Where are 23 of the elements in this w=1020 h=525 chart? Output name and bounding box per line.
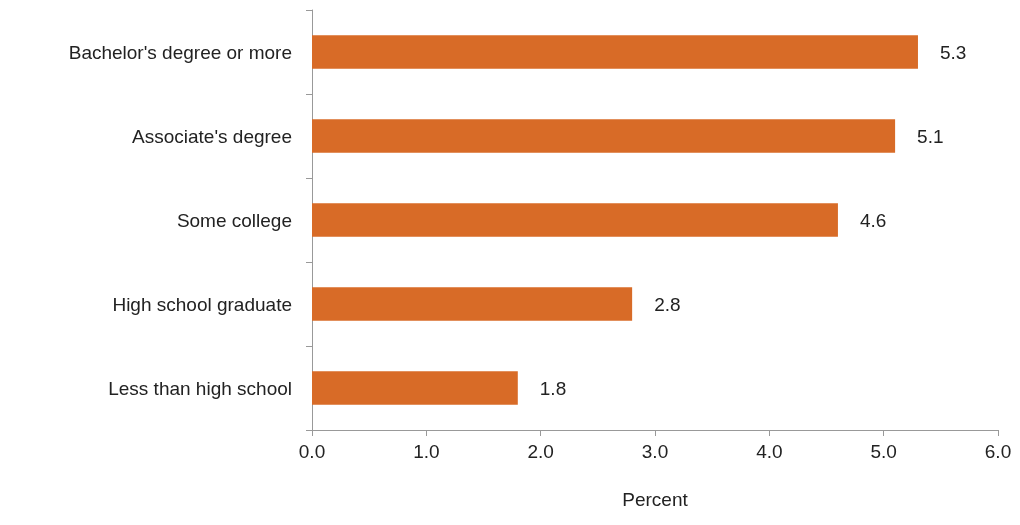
- y-tick-label: Less than high school: [108, 377, 292, 399]
- data-label: 1.8: [539, 377, 567, 399]
- y-tick-label: Some college: [176, 209, 292, 231]
- y-tick-label: Associate's degree: [132, 125, 292, 147]
- bar: [312, 35, 918, 69]
- bar: [312, 119, 896, 153]
- x-tick-label: 1.0: [413, 441, 440, 462]
- x-tick-label: 3.0: [641, 441, 669, 462]
- data-label: 2.8: [654, 293, 681, 315]
- data-label: 5.1: [917, 125, 944, 147]
- y-tick-label: Bachelor's degree or more: [68, 41, 292, 63]
- bar: [312, 203, 838, 237]
- x-axis-title: Percent: [622, 489, 689, 510]
- data-label: 4.6: [859, 209, 887, 231]
- x-tick-label: 6.0: [984, 441, 1012, 462]
- bar: [312, 287, 633, 321]
- x-tick-label: 5.0: [870, 441, 897, 462]
- x-tick-label: 0.0: [298, 441, 326, 462]
- x-tick-label: 2.0: [527, 441, 554, 462]
- y-tick-label: High school graduate: [112, 293, 292, 315]
- bar: [312, 371, 518, 405]
- data-label: 5.3: [939, 41, 967, 63]
- x-tick-label: 4.0: [756, 441, 783, 462]
